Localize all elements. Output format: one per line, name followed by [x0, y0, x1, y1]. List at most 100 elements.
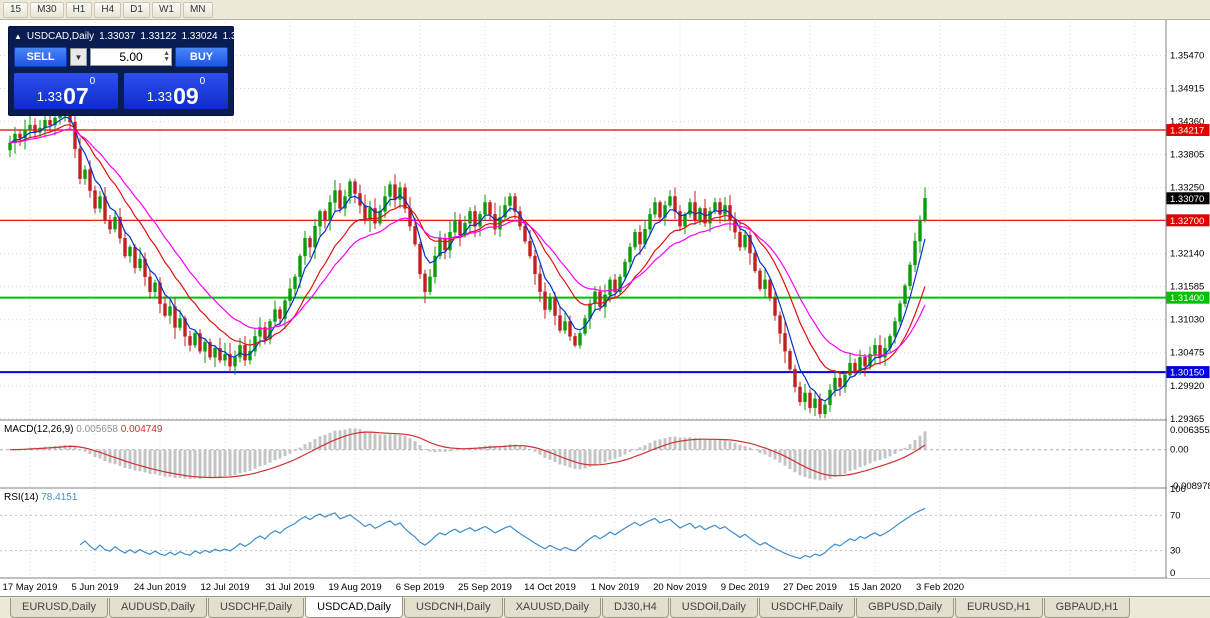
timeframe-button-h1[interactable]: H1	[65, 1, 93, 18]
svg-text:25 Sep 2019: 25 Sep 2019	[458, 582, 512, 593]
svg-text:31 Jul 2019: 31 Jul 2019	[265, 582, 314, 593]
svg-text:1 Nov 2019: 1 Nov 2019	[591, 582, 640, 593]
tab-gbpusd-daily[interactable]: GBPUSD,Daily	[856, 598, 955, 618]
collapse-panel-icon[interactable]: ▲	[14, 32, 22, 41]
macd-pane: MACD(12,26,9) 0.005658 0.004749	[0, 424, 1166, 481]
macd-signal-line	[9, 431, 926, 479]
one-click-trading-panel: ▲ USDCAD,Daily 1.33037 1.33122 1.33024 1…	[8, 26, 259, 116]
tab-usdoil-daily[interactable]: USDOil,Daily	[669, 598, 758, 618]
sell-price-display[interactable]: 1.33 07 0	[14, 73, 118, 109]
svg-text:70: 70	[1170, 510, 1181, 521]
tab-usdcad-daily[interactable]: USDCAD,Daily	[305, 597, 404, 618]
sell-pipette: 0	[89, 76, 96, 87]
svg-text:1.31400: 1.31400	[1170, 293, 1204, 304]
volume-up-button[interactable]: ▲	[163, 50, 170, 57]
svg-text:9 Dec 2019: 9 Dec 2019	[721, 582, 770, 593]
tab-dj30-h4[interactable]: DJ30,H4	[601, 598, 669, 618]
svg-text:1.34915: 1.34915	[1170, 83, 1204, 94]
svg-text:20 Nov 2019: 20 Nov 2019	[653, 582, 707, 593]
svg-text:19 Aug 2019: 19 Aug 2019	[328, 582, 381, 593]
svg-text:1.33805: 1.33805	[1170, 150, 1204, 161]
timeframe-button-d1[interactable]: D1	[123, 1, 150, 18]
svg-text:1.32140: 1.32140	[1170, 249, 1204, 260]
svg-text:1.34217: 1.34217	[1170, 126, 1204, 137]
svg-text:1.35470: 1.35470	[1170, 50, 1204, 61]
timeframe-button-mn[interactable]: MN	[182, 1, 213, 18]
price-badge	[1166, 192, 1210, 205]
chart-low-value: 1.33024	[181, 31, 218, 42]
ma-fast-line	[9, 116, 926, 402]
svg-text:3 Feb 2020: 3 Feb 2020	[916, 582, 964, 593]
svg-text:12 Jul 2019: 12 Jul 2019	[200, 582, 249, 593]
sell-button[interactable]: SELL	[14, 47, 67, 67]
rsi-line	[79, 507, 926, 560]
sell-pips: 07	[63, 83, 89, 109]
price-badge	[1166, 124, 1210, 136]
pane-separators	[0, 20, 1210, 579]
svg-text:-0.008978: -0.008978	[1170, 481, 1210, 492]
macd-label: MACD(12,26,9) 0.005658 0.004749	[4, 424, 163, 435]
svg-text:0.00: 0.00	[1170, 445, 1189, 456]
chart-area[interactable]: MACD(12,26,9) 0.005658 0.004749 RSI(14) 7…	[0, 20, 1210, 596]
svg-text:1.33070: 1.33070	[1170, 194, 1204, 205]
chart-close-value: 1.33070	[222, 31, 259, 42]
order-type-dropdown[interactable]: ▼	[70, 48, 87, 66]
svg-text:0.006355: 0.006355	[1170, 425, 1210, 436]
volume-value: 5.00	[119, 50, 143, 64]
svg-text:1.30150: 1.30150	[1170, 368, 1204, 379]
horizontal-line-objects[interactable]	[0, 129, 1166, 374]
price-axis[interactable]: 1.354701.349151.343601.338051.332501.326…	[1166, 20, 1210, 579]
svg-text:27 Dec 2019: 27 Dec 2019	[783, 582, 837, 593]
buy-pipette: 0	[199, 76, 206, 87]
timeframe-button-m30[interactable]: M30	[30, 1, 64, 18]
chart-high-value: 1.33122	[140, 31, 177, 42]
time-axis[interactable]: 17 May 2019 5 Jun 2019 24 Jun 2019 12 Jul 2…	[0, 579, 1210, 596]
svg-text:1.30475: 1.30475	[1170, 348, 1204, 359]
ma-slow-line	[9, 128, 926, 357]
chart-open-value: 1.33037	[99, 31, 136, 42]
tab-usdchf-daily[interactable]: USDCHF,Daily	[207, 598, 305, 618]
svg-text:0: 0	[1170, 568, 1175, 579]
svg-text:1.29365: 1.29365	[1170, 414, 1204, 425]
svg-text:15 Jan 2020: 15 Jan 2020	[849, 582, 901, 593]
buy-price-display[interactable]: 1.33 09 0	[124, 73, 228, 109]
svg-text:1.31585: 1.31585	[1170, 282, 1204, 293]
tab-eurusd-daily[interactable]: EURUSD,Daily	[10, 598, 108, 618]
tab-usdcnh-daily[interactable]: USDCNH,Daily	[404, 598, 503, 618]
svg-text:17 May 2019: 17 May 2019	[3, 582, 58, 593]
svg-text:1.33250: 1.33250	[1170, 183, 1204, 194]
chart-tabs-bar: EURUSD,Daily AUDUSD,Daily USDCHF,Daily USDC…	[0, 596, 1210, 618]
timeframe-toolbar: 15 M30 H1 H4 D1 W1 MN	[0, 0, 1210, 20]
svg-text:5 Jun 2019: 5 Jun 2019	[71, 582, 118, 593]
timeframe-button-15[interactable]: 15	[3, 1, 29, 18]
tab-gbpaud-h1[interactable]: GBPAUD,H1	[1043, 598, 1131, 618]
svg-text:1.32700: 1.32700	[1170, 216, 1204, 227]
timeframe-button-h4[interactable]: H4	[94, 1, 122, 18]
svg-text:1.29920: 1.29920	[1170, 381, 1204, 392]
svg-text:30: 30	[1170, 546, 1181, 557]
buy-big-figure: 1.33	[146, 89, 173, 104]
chevron-down-icon: ▼	[74, 52, 83, 62]
volume-down-button[interactable]: ▼	[163, 56, 170, 63]
tab-usdchf-daily[interactable]: USDCHF,Daily	[758, 598, 856, 618]
rsi-pane: RSI(14) 78.4151	[0, 492, 1166, 560]
tab-xauusd-daily[interactable]: XAUUSD,Daily	[503, 598, 601, 618]
sell-big-figure: 1.33	[36, 89, 63, 104]
price-badge	[1166, 214, 1210, 227]
moving-averages	[9, 116, 926, 402]
timeframe-button-w1[interactable]: W1	[151, 1, 181, 18]
buy-button[interactable]: BUY	[175, 47, 228, 67]
svg-text:1.31030: 1.31030	[1170, 315, 1204, 326]
price-chart-svg[interactable]: MACD(12,26,9) 0.005658 0.004749 RSI(14) 7…	[0, 20, 1210, 596]
svg-text:14 Oct 2019: 14 Oct 2019	[524, 582, 576, 593]
tab-audusd-daily[interactable]: AUDUSD,Daily	[108, 598, 207, 618]
price-badge	[1166, 366, 1210, 379]
volume-spinner: ▲ ▼	[163, 49, 170, 65]
price-badge	[1166, 291, 1210, 304]
volume-input[interactable]: 5.00 ▲ ▼	[90, 48, 172, 66]
rsi-label: RSI(14) 78.4151	[4, 492, 78, 503]
tab-eurusd-h1[interactable]: EURUSD,H1	[955, 598, 1043, 618]
svg-text:6 Sep 2019: 6 Sep 2019	[396, 582, 445, 593]
chart-symbol-label: USDCAD,Daily	[26, 31, 95, 42]
candlestick-series	[8, 100, 927, 418]
